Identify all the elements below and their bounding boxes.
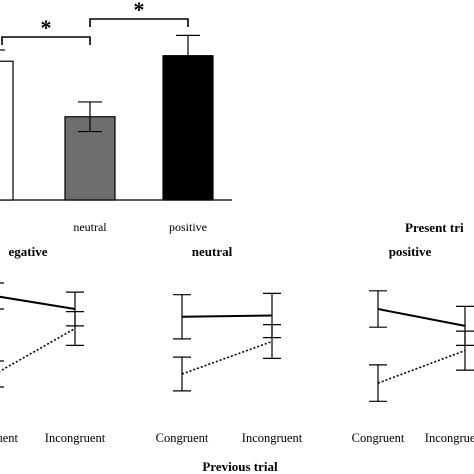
panel-title: egative	[9, 244, 48, 259]
x-tick-label: Congruent	[352, 431, 405, 445]
panel-2: neutral Congruent Incongruent	[156, 244, 303, 445]
super-title: Present tri	[405, 220, 464, 235]
congruent-present-line	[0, 295, 76, 310]
panel-title: neutral	[192, 244, 233, 259]
panel-title: positive	[389, 244, 432, 259]
category-label: neutral	[73, 220, 107, 234]
congruent-present-line	[377, 308, 466, 327]
significance-star: *	[41, 15, 52, 40]
significance-bracket	[1, 36, 91, 45]
x-tick-label: Incongruent	[425, 431, 474, 445]
significance-bracket	[89, 18, 189, 27]
incongruent-present-line	[181, 340, 273, 375]
congruent-present-line	[181, 314, 273, 318]
x-tick-label: Incongruent	[45, 431, 106, 445]
x-tick-label: Congruent	[156, 431, 209, 445]
incongruent-present-line	[0, 327, 76, 373]
x-axis-title: Previous trial	[202, 459, 278, 474]
x-tick-label: uent	[0, 431, 19, 445]
significance-star: *	[134, 0, 145, 22]
bar	[0, 60, 14, 201]
x-tick-label: Incongruent	[242, 431, 303, 445]
bar-chart: tiveneutralpositive**	[0, 0, 232, 234]
panel-1: egative uent Incongruent	[0, 244, 106, 445]
line-panels: egative uent Incongruent neutral Congruent In…	[0, 244, 474, 445]
incongruent-present-line	[377, 349, 466, 384]
panel-3: positive Congruent Incongruent	[352, 244, 474, 445]
category-label: positive	[169, 220, 207, 234]
bar	[162, 55, 214, 201]
